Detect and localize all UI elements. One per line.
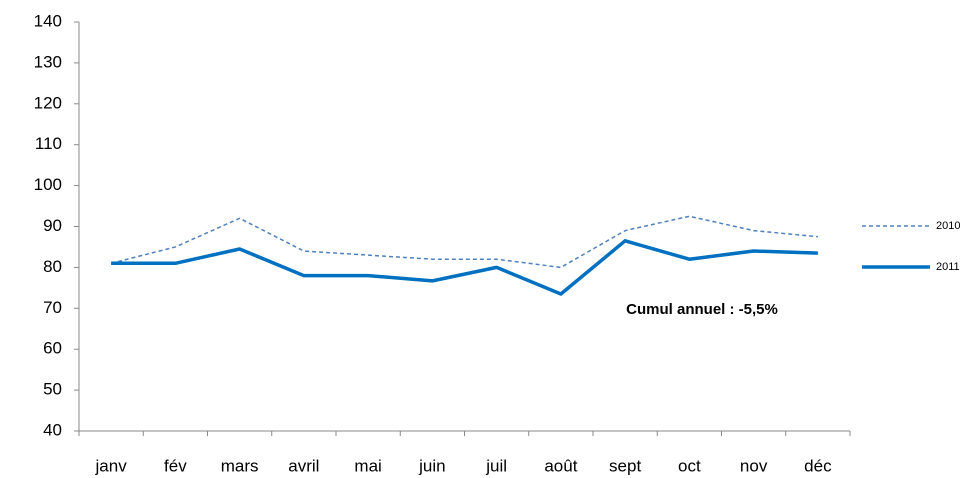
x-tick-label: fév	[164, 456, 187, 475]
series-line	[110, 215, 818, 269]
legend-label: 2010	[936, 220, 960, 232]
x-tick-label: juil	[485, 456, 507, 475]
y-tick-label: 70	[43, 298, 62, 317]
y-tick-label: 130	[34, 52, 62, 71]
y-tick-label: 50	[43, 380, 62, 399]
y-tick-label: 80	[43, 257, 62, 276]
series-line	[111, 239, 818, 296]
y-tick-label: 120	[34, 93, 62, 112]
x-tick-label: janv	[95, 456, 128, 475]
x-tick-label: déc	[804, 456, 832, 475]
annotation: Cumul annuel : -5,5%	[626, 301, 778, 318]
y-tick-label: 90	[43, 216, 62, 235]
x-tick-label: oct	[678, 456, 701, 475]
y-tick-label: 100	[34, 175, 62, 194]
legend-label: 2011	[936, 261, 960, 273]
x-tick-label: août	[544, 456, 577, 475]
y-tick-label: 110	[35, 134, 62, 153]
y-tick-label: 60	[43, 339, 62, 358]
y-tick-label: 140	[34, 11, 62, 30]
x-tick-label: nov	[740, 456, 768, 475]
x-tick-label: avril	[288, 456, 319, 475]
x-tick-label: mai	[354, 456, 381, 475]
x-tick-label: juin	[418, 456, 445, 475]
x-tick-label: mars	[221, 456, 259, 475]
x-tick-label: sept	[609, 456, 641, 475]
y-tick-label: 40	[43, 420, 62, 439]
